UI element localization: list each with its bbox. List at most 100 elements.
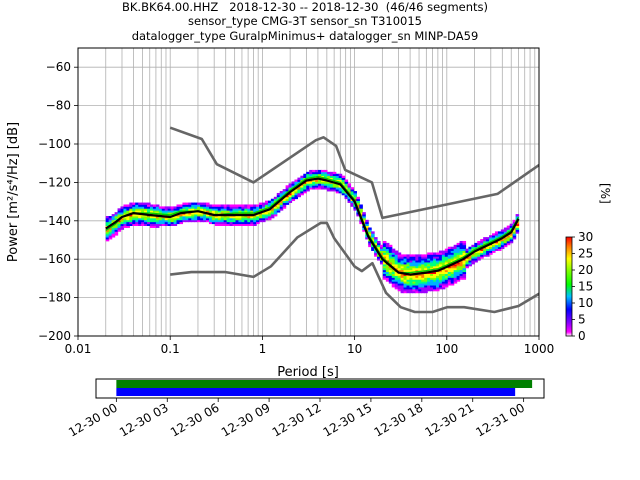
heatmap-cell — [427, 288, 431, 292]
heatmap-cell — [400, 281, 405, 284]
heatmap-cell — [135, 208, 139, 211]
heatmap-cell — [441, 260, 446, 263]
heatmap-cell — [453, 264, 458, 267]
heatmap-cell — [250, 216, 254, 219]
heatmap-cell — [388, 271, 393, 274]
heatmap-cell — [105, 221, 110, 225]
heatmap-cell — [300, 187, 304, 190]
heatmap-cell — [438, 281, 443, 284]
heatmap-cell — [430, 275, 434, 278]
heatmap-cell — [412, 258, 416, 261]
heatmap-cell — [132, 208, 136, 211]
heatmap-cell — [303, 183, 307, 186]
heatmap-cell — [385, 256, 390, 259]
heatmap-cell — [226, 217, 231, 221]
heatmap-cell — [444, 260, 449, 263]
heatmap-cell — [371, 233, 375, 236]
heatmap-cell — [312, 169, 316, 173]
heatmap-cell — [403, 285, 408, 288]
heatmap-cell — [176, 219, 181, 223]
heatmap-cell — [344, 187, 349, 190]
heatmap-cell — [235, 221, 240, 225]
heatmap-cell — [114, 212, 119, 215]
heatmap-cell — [486, 240, 490, 244]
heatmap-cell — [450, 254, 455, 257]
heatmap-cell — [132, 202, 136, 205]
heatmap-cell — [326, 185, 331, 188]
heatmap-cell — [105, 217, 110, 221]
heatmap-cell — [120, 219, 125, 223]
heatmap-cell — [391, 285, 396, 288]
heatmap-cell — [164, 210, 169, 213]
heatmap-cell — [226, 204, 231, 207]
heatmap-cell — [149, 219, 154, 223]
heatmap-cell — [229, 223, 234, 226]
heatmap-cell — [288, 196, 293, 200]
heatmap-cell — [450, 283, 455, 286]
heatmap-cell — [394, 256, 399, 259]
heatmap-cell — [374, 240, 378, 244]
heatmap-cell — [144, 210, 148, 213]
heatmap-cell — [206, 217, 210, 221]
heatmap-cell — [288, 185, 293, 188]
heatmap-cell — [438, 256, 443, 259]
heatmap-cell — [291, 191, 296, 194]
heatmap-cell — [141, 210, 145, 213]
heatmap-cell — [291, 181, 296, 184]
heatmap-cell — [409, 260, 413, 263]
heatmap-cell — [220, 221, 225, 225]
heatmap-cell — [391, 283, 396, 286]
heatmap-cell — [338, 175, 343, 178]
heatmap-cell — [203, 219, 207, 223]
heatmap-cell — [468, 260, 472, 263]
heatmap-cell — [406, 264, 411, 267]
heatmap-cell — [297, 189, 301, 192]
coverage-tick-label: 12-30 18 — [372, 400, 426, 439]
heatmap-cell — [105, 239, 110, 242]
heatmap-cell — [456, 275, 461, 278]
heatmap-cell — [391, 275, 396, 278]
heatmap-cell — [155, 219, 160, 223]
heatmap-cell — [256, 208, 260, 211]
heatmap-cell — [170, 210, 175, 213]
heatmap-cell — [424, 290, 428, 294]
coverage-tick-label: 12-30 12 — [270, 400, 324, 439]
heatmap-cell — [438, 262, 443, 265]
heatmap-cell — [462, 273, 467, 276]
heatmap-cell — [377, 246, 381, 250]
heatmap-cell — [368, 244, 372, 248]
heatmap-cell — [400, 283, 405, 286]
heatmap-cell — [391, 250, 396, 253]
heatmap-cell — [138, 214, 142, 217]
heatmap-cell — [176, 217, 181, 221]
heatmap-cell — [421, 290, 425, 294]
heatmap-cell — [433, 252, 437, 255]
coverage-bar — [116, 380, 533, 388]
heatmap-cell — [126, 216, 130, 219]
heatmap-cell — [397, 252, 402, 255]
heatmap-cell — [167, 221, 172, 225]
heatmap-cell — [297, 191, 301, 194]
heatmap-cell — [123, 217, 127, 221]
heatmap-cell — [492, 244, 496, 248]
heatmap-cell — [323, 181, 328, 184]
heatmap-cell — [444, 277, 449, 280]
heatmap-cell — [394, 252, 399, 255]
heatmap-cell — [433, 283, 437, 286]
heatmap-cell — [427, 264, 431, 267]
heatmap-cell — [483, 240, 487, 244]
heatmap-cell — [515, 227, 520, 230]
heatmap-cell — [329, 177, 334, 180]
heatmap-cell — [418, 256, 422, 259]
heatmap-cell — [194, 204, 198, 207]
heatmap-cell — [430, 264, 434, 267]
heatmap-cell — [483, 252, 487, 255]
heatmap-cell — [155, 208, 160, 211]
heatmap-cell — [320, 169, 325, 173]
heatmap-cell — [391, 281, 396, 284]
heatmap-cell — [297, 192, 301, 196]
heatmap-cell — [391, 269, 396, 273]
heatmap-cell — [500, 239, 505, 242]
heatmap-cell — [453, 252, 458, 255]
heatmap-cell — [203, 214, 207, 217]
